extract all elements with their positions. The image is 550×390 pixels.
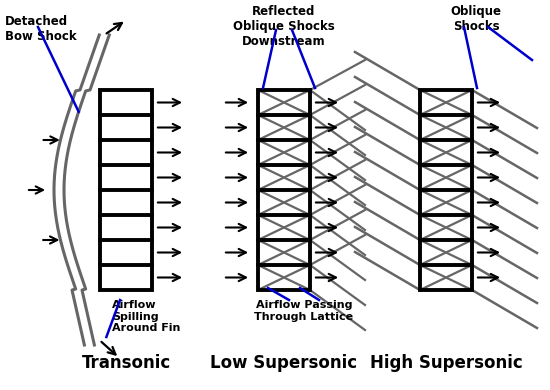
Text: Reflected
Oblique Shocks
Downstream: Reflected Oblique Shocks Downstream (233, 5, 335, 48)
Bar (420, 90, 472, 290)
Text: Detached
Bow Shock: Detached Bow Shock (5, 15, 76, 43)
Text: Airflow
Spilling
Around Fin: Airflow Spilling Around Fin (112, 300, 180, 333)
Text: Low Supersonic: Low Supersonic (211, 354, 358, 372)
Bar (100, 90, 152, 290)
Text: Airflow Passing
Through Lattice: Airflow Passing Through Lattice (255, 300, 354, 322)
Bar (258, 90, 310, 290)
Text: High Supersonic: High Supersonic (370, 354, 522, 372)
Text: Oblique
Shocks: Oblique Shocks (450, 5, 502, 33)
Text: Transonic: Transonic (81, 354, 170, 372)
